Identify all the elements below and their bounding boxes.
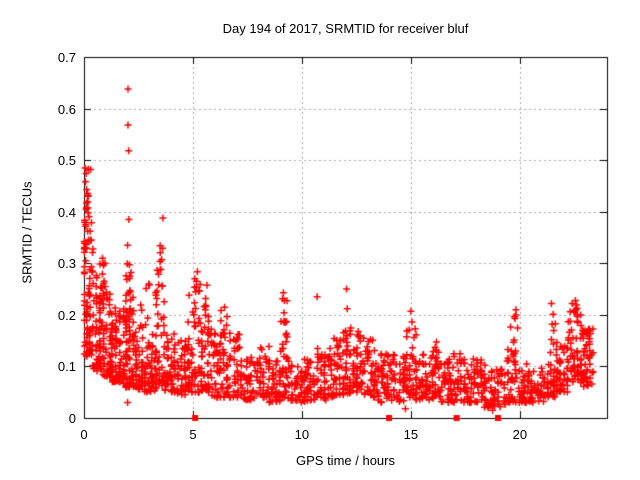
x-tick-label: 15	[403, 427, 419, 442]
chart-title: Day 194 of 2017, SRMTID for receiver blu…	[222, 21, 469, 36]
x-tick-label: 0	[80, 427, 88, 442]
y-tick-label: 0.2	[57, 307, 76, 323]
y-tick-label: 0.1	[57, 359, 76, 375]
y-tick-label: 0	[68, 411, 76, 426]
y-tick-label: 0.3	[57, 256, 76, 272]
y-tick-label: 0.5	[57, 153, 76, 169]
x-tick-label: 20	[512, 427, 528, 442]
x-tick-label: 5	[189, 427, 197, 442]
y-tick-label: 0.4	[57, 204, 76, 220]
x-axis-label: GPS time / hours	[296, 453, 395, 468]
y-tick-label: 0.7	[57, 50, 76, 65]
x-tick-label: 10	[294, 427, 310, 442]
y-tick-label: 0.6	[57, 101, 76, 117]
